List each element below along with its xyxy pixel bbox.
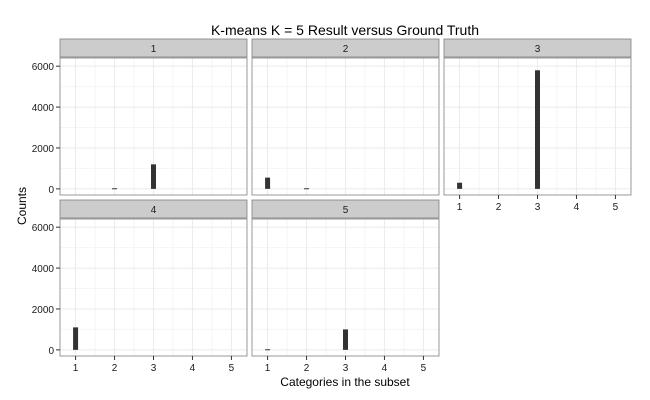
y-tick-label: 4000 [32,103,55,114]
bar-panel-2-category-2 [304,188,310,190]
y-axis-title: Counts [15,187,29,225]
bar-panel-5-category-3 [343,329,348,350]
y-tick-label: 6000 [32,223,55,234]
x-tick-label: 4 [382,363,388,374]
x-tick-label: 3 [535,202,541,213]
bar-panel-5-category-1 [265,349,271,351]
facet-strip-label: 3 [535,44,541,55]
facet-strip [59,38,248,58]
x-tick-label: 3 [343,363,349,374]
chart-title: K-means K = 5 Result versus Ground Truth [211,22,479,38]
y-tick-label: 6000 [32,62,55,73]
y-tick-label: 0 [48,346,54,357]
facet-panel-2: 2 [251,38,440,196]
y-tick-label: 2000 [32,144,55,155]
facet-panel-4: 4 [59,199,248,357]
facet-strip [251,199,440,219]
bar-panel-1-category-2 [112,188,118,190]
x-tick-label: 3 [151,363,157,374]
x-axis-title: Categories in the subset [280,375,410,389]
y-axis-ticks: 0 2000 4000 6000 0 2000 4000 6000 [32,62,60,357]
facet-strip-label: 4 [151,205,157,216]
facet-panel-3: 3 [443,38,632,196]
y-tick-label: 2000 [32,305,55,316]
facet-strip [251,38,440,58]
x-tick-label: 1 [265,363,271,374]
facet-panels: 1 2 3 4 5 [59,38,632,357]
x-tick-label: 1 [457,202,463,213]
x-tick-label: 2 [304,363,310,374]
facet-strip-label: 5 [343,205,349,216]
panel-border [59,57,248,196]
bar-panel-3-category-1 [457,182,463,189]
facet-panel-5: 5 [251,199,440,357]
bar-panel-3-category-3 [535,70,540,189]
facet-panel-1: 1 [59,38,248,196]
x-tick-label: 5 [613,202,619,213]
x-axis-ticks: 1 2 3 4 5 1 2 3 4 5 1 2 3 4 5 [73,195,619,374]
x-tick-label: 5 [421,363,427,374]
y-tick-label: 4000 [32,264,55,275]
x-tick-label: 2 [496,202,502,213]
bar-panel-4-category-1 [73,327,79,350]
x-tick-label: 4 [574,202,580,213]
panel-border [251,57,440,196]
y-tick-label: 0 [48,185,54,196]
bar-panel-2-category-1 [265,177,271,189]
facet-strip-label: 1 [151,44,157,55]
x-tick-label: 2 [112,363,118,374]
x-tick-label: 1 [73,363,79,374]
x-tick-label: 5 [229,363,235,374]
facet-strip [443,38,632,58]
facet-strip [59,199,248,219]
x-tick-label: 4 [190,363,196,374]
facet-strip-label: 2 [343,44,349,55]
bar-panel-1-category-3 [151,164,156,189]
